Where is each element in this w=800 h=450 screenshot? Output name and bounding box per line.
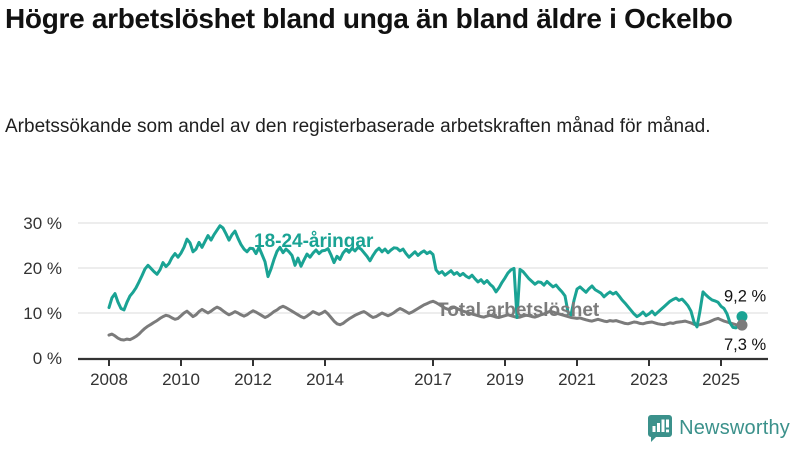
svg-text:2017: 2017 bbox=[414, 370, 452, 389]
svg-text:0 %: 0 % bbox=[33, 349, 62, 368]
svg-text:10 %: 10 % bbox=[23, 304, 62, 323]
series-label-young: 18-24-åringar bbox=[254, 231, 374, 252]
svg-text:30 %: 30 % bbox=[23, 214, 62, 233]
series-label-total: Total arbetslöshet bbox=[437, 300, 600, 321]
svg-text:2010: 2010 bbox=[162, 370, 200, 389]
chart-subtitle: Arbetssökande som andel av den registerb… bbox=[5, 116, 711, 137]
y-axis-labels: 30 % 20 % 10 % 0 % bbox=[23, 214, 62, 368]
svg-text:2025: 2025 bbox=[702, 370, 740, 389]
svg-text:2019: 2019 bbox=[486, 370, 524, 389]
svg-text:2012: 2012 bbox=[234, 370, 272, 389]
svg-text:2014: 2014 bbox=[306, 370, 344, 389]
brand-name: Newsworthy bbox=[679, 416, 790, 439]
svg-text:2023: 2023 bbox=[630, 370, 668, 389]
series-line-young bbox=[107, 224, 744, 330]
end-dot-young bbox=[736, 311, 748, 323]
gridlines bbox=[78, 222, 768, 314]
end-dot-total bbox=[736, 319, 748, 331]
svg-text:2021: 2021 bbox=[558, 370, 596, 389]
x-axis: 2008 2010 2012 2014 2017 2019 2021 2023 2025 bbox=[78, 357, 768, 389]
end-label-young: 9,2 % bbox=[724, 288, 767, 306]
page-title: Högre arbetslöshet bland unga än bland ä… bbox=[5, 3, 733, 34]
svg-text:2008: 2008 bbox=[90, 370, 128, 389]
end-label-total: 7,3 % bbox=[724, 336, 767, 354]
series-line-total bbox=[107, 299, 744, 342]
brand-footer: Newsworthy bbox=[648, 412, 790, 444]
svg-text:20 %: 20 % bbox=[23, 259, 62, 278]
newsworthy-logo-icon bbox=[648, 415, 673, 442]
